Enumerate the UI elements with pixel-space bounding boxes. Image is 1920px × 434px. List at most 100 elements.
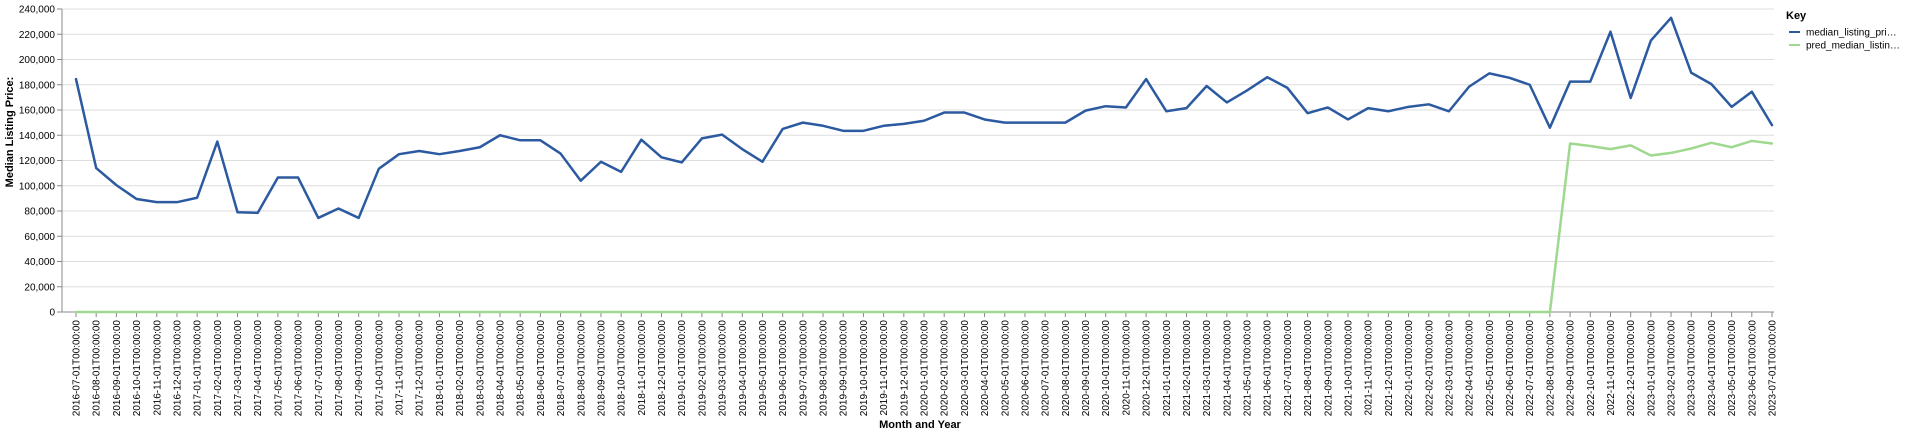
x-tick-label: 2019-12-01T00:00:00 [899,320,910,417]
y-tick-label: 240,000 [19,5,56,16]
x-tick-label: 2017-10-01T00:00:00 [374,320,385,417]
x-tick-label: 2022-05-01T00:00:00 [1485,320,1496,417]
x-tick-label: 2020-03-01T00:00:00 [960,320,971,417]
x-tick-label: 2021-06-01T00:00:00 [1263,320,1274,417]
x-tick-label: 2017-05-01T00:00:00 [273,320,284,417]
x-tick-label: 2016-12-01T00:00:00 [172,320,183,417]
x-tick-label: 2019-02-01T00:00:00 [697,320,708,417]
x-tick-label: 2022-03-01T00:00:00 [1444,320,1455,417]
x-tick-label: 2017-02-01T00:00:00 [213,320,224,417]
y-tick-label: 120,000 [19,156,56,167]
x-tick-label: 2018-04-01T00:00:00 [496,320,507,417]
x-tick-label: 2022-04-01T00:00:00 [1465,320,1476,417]
x-tick-label: 2022-06-01T00:00:00 [1505,320,1516,417]
x-tick-label: 2017-12-01T00:00:00 [415,320,426,417]
x-tick-label: 2019-01-01T00:00:00 [677,320,688,417]
x-tick-label: 2023-03-01T00:00:00 [1687,320,1698,417]
x-tick-label: 2020-06-01T00:00:00 [1020,320,1031,417]
x-tick-label: 2016-09-01T00:00:00 [112,320,123,417]
x-tick-label: 2017-01-01T00:00:00 [193,320,204,417]
x-tick-label: 2018-07-01T00:00:00 [556,320,567,417]
x-tick-label: 2023-01-01T00:00:00 [1646,320,1657,417]
x-tick-label: 2016-10-01T00:00:00 [132,320,143,417]
x-tick-label: 2019-03-01T00:00:00 [718,320,729,417]
y-tick-label: 80,000 [24,207,55,218]
x-axis: 2016-07-01T00:00:00 2016-08-01T00:00:00 20… [62,311,1779,417]
series-line-2 [74,139,1774,314]
x-tick-label: 2020-04-01T00:00:00 [980,320,991,417]
x-tick-label: 2017-03-01T00:00:00 [233,320,244,417]
x-tick-label: 2022-12-01T00:00:00 [1626,320,1637,417]
x-tick-label: 2021-10-01T00:00:00 [1344,320,1355,417]
x-tick-label: 2017-06-01T00:00:00 [294,320,305,417]
x-tick-label: 2021-04-01T00:00:00 [1222,320,1233,417]
x-tick-label: 2018-10-01T00:00:00 [617,320,628,417]
x-tick-label: 2020-12-01T00:00:00 [1142,320,1153,417]
x-tick-label: 2018-02-01T00:00:00 [455,320,466,417]
x-tick-label: 2022-07-01T00:00:00 [1525,320,1536,417]
x-tick-label: 2019-07-01T00:00:00 [798,320,809,417]
x-tick-label: 2022-09-01T00:00:00 [1566,320,1577,417]
x-tick-label: 2016-11-01T00:00:00 [152,320,163,416]
y-tick-label: 220,000 [19,30,56,41]
x-tick-label: 2017-07-01T00:00:00 [314,320,325,417]
y-tick-label: 100,000 [19,181,56,192]
y-tick-label: 20,000 [24,282,55,293]
legend-title: Key [1786,10,1807,22]
x-tick-label: 2021-08-01T00:00:00 [1303,320,1314,417]
x-tick-label: 2019-10-01T00:00:00 [859,320,870,417]
x-tick-label: 2019-11-01T00:00:00 [879,320,890,416]
y-tick-label: 200,000 [19,55,56,66]
x-tick-label: 2022-08-01T00:00:00 [1545,320,1556,417]
x-tick-label: 2018-05-01T00:00:00 [516,320,527,417]
x-tick-label: 2020-08-01T00:00:00 [1061,320,1072,417]
x-tick-label: 2018-03-01T00:00:00 [475,320,486,417]
x-tick-label: 2021-01-01T00:00:00 [1162,320,1173,417]
x-tick-label: 2020-02-01T00:00:00 [940,320,951,417]
gridlines [62,8,1774,313]
x-tick-label: 2017-08-01T00:00:00 [334,320,345,417]
x-tick-label: 2018-01-01T00:00:00 [435,320,446,417]
x-tick-label: 2018-06-01T00:00:00 [536,320,547,417]
y-tick-label: 160,000 [19,106,56,117]
x-tick-label: 2023-05-01T00:00:00 [1727,320,1738,417]
x-tick-label: 2019-05-01T00:00:00 [758,320,769,417]
x-tick-label: 2022-10-01T00:00:00 [1586,320,1597,417]
x-tick-label: 2022-01-01T00:00:00 [1404,320,1415,417]
x-tick-label: 2018-08-01T00:00:00 [576,320,587,417]
y-tick-label: 60,000 [24,232,55,243]
legend-label: median_listing_pri… [1806,28,1897,39]
x-tick-label: 2017-11-01T00:00:00 [395,320,406,416]
x-tick-label: 2021-12-01T00:00:00 [1384,320,1395,417]
x-tick-label: 2023-02-01T00:00:00 [1667,320,1678,417]
x-tick-label: 2022-11-01T00:00:00 [1606,320,1617,416]
x-tick-label: 2019-08-01T00:00:00 [819,320,830,417]
x-tick-label: 2021-03-01T00:00:00 [1202,320,1213,417]
x-tick-label: 2020-11-01T00:00:00 [1121,320,1132,416]
x-axis-title: Month and Year [879,419,961,431]
x-tick-label: 2021-07-01T00:00:00 [1283,320,1294,417]
x-tick-label: 2020-01-01T00:00:00 [920,320,931,417]
y-axis-title: Median Listing Price: [4,77,16,188]
x-tick-label: 2018-11-01T00:00:00 [637,320,648,416]
y-tick-label: 180,000 [19,80,56,91]
x-tick-label: 2020-07-01T00:00:00 [1041,320,1052,417]
x-tick-label: 2023-07-01T00:00:00 [1768,320,1779,417]
x-tick-label: 2018-09-01T00:00:00 [596,320,607,417]
x-tick-label: 2019-04-01T00:00:00 [738,320,749,417]
x-tick-label: 2021-05-01T00:00:00 [1243,320,1254,417]
x-tick-label: 2023-04-01T00:00:00 [1707,320,1718,417]
y-tick-label: 40,000 [24,257,55,268]
x-tick-label: 2021-09-01T00:00:00 [1323,320,1334,417]
x-tick-label: 2017-04-01T00:00:00 [253,320,264,417]
y-tick-label: 140,000 [19,131,56,142]
x-tick-label: 2020-10-01T00:00:00 [1101,320,1112,417]
x-tick-label: 2022-02-01T00:00:00 [1424,320,1435,417]
x-tick-label: 2023-06-01T00:00:00 [1747,320,1758,417]
x-tick-label: 2016-07-01T00:00:00 [72,320,83,417]
legend-label: pred_median_listin… [1806,41,1900,52]
x-tick-label: 2018-12-01T00:00:00 [657,320,668,417]
legend: Key median_listing_pri… pred_median_listi… [1786,10,1900,52]
x-tick-label: 2021-11-01T00:00:00 [1364,320,1375,416]
